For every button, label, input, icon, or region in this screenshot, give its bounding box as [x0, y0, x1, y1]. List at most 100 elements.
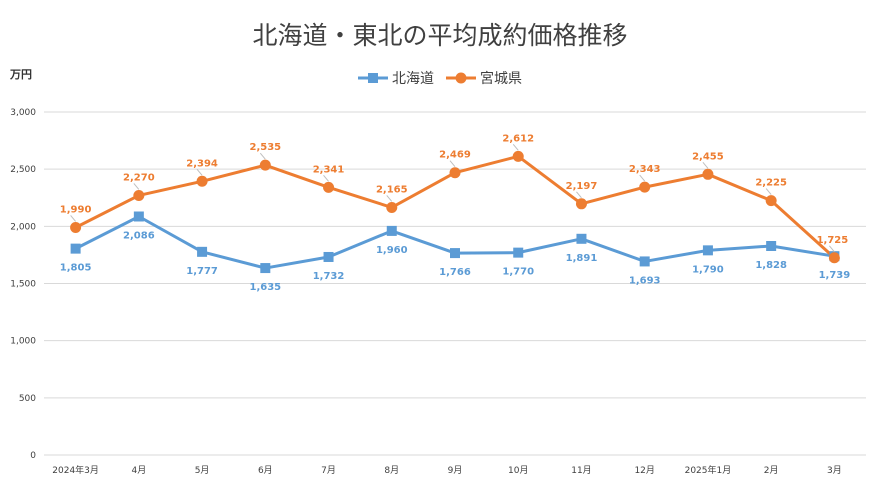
x-tick-label: 12月 — [634, 465, 654, 476]
legend-marker-miyagi — [456, 73, 467, 84]
data-label: 2,225 — [755, 178, 787, 189]
legend-item-hokkaido: 北海道 — [358, 71, 434, 87]
data-point — [387, 226, 397, 236]
y-tick-label: 3,000 — [10, 108, 36, 118]
data-label: 2,535 — [249, 142, 281, 153]
data-point — [639, 182, 650, 193]
leader-line — [324, 175, 329, 181]
data-label: 2,165 — [376, 184, 408, 195]
data-point — [134, 212, 144, 222]
x-tick-label: 7月 — [321, 465, 336, 476]
leader-line — [703, 162, 708, 168]
y-tick-label: 2,500 — [10, 165, 36, 175]
legend-item-miyagi: 宮城県 — [446, 71, 522, 87]
leader-line — [197, 169, 202, 175]
leader-line — [576, 192, 581, 198]
data-label: 1,990 — [60, 204, 92, 215]
leader-line — [450, 161, 455, 167]
data-point — [71, 244, 81, 254]
y-tick-label: 1,500 — [10, 280, 36, 290]
leader-line — [513, 144, 518, 150]
data-point — [197, 247, 207, 257]
legend-label-hokkaido: 北海道 — [392, 71, 434, 87]
leader-line — [134, 183, 139, 189]
data-labels: 1,805 2,086 1,777 1,635 1,732 1,960 1,766 1,770… — [60, 133, 850, 293]
data-label: 1,828 — [755, 260, 787, 271]
data-label: 2,270 — [123, 172, 155, 183]
x-tick-label: 4月 — [131, 465, 146, 476]
legend-marker-hokkaido — [368, 73, 378, 83]
data-point — [450, 248, 460, 258]
data-point — [766, 241, 776, 251]
data-label: 2,086 — [123, 231, 155, 242]
data-point — [323, 182, 334, 193]
data-point — [324, 252, 334, 262]
leader-line — [766, 189, 771, 195]
data-label: 1,790 — [692, 264, 724, 275]
x-tick-label: 8月 — [384, 465, 399, 476]
data-label: 2,455 — [692, 151, 724, 162]
data-point — [829, 252, 840, 263]
x-tick-label: 5月 — [195, 465, 210, 476]
y-tick-label: 0 — [30, 451, 36, 461]
y-tick-label: 500 — [19, 394, 36, 404]
leader-line — [260, 153, 265, 159]
data-point — [640, 256, 650, 266]
data-point — [260, 263, 270, 273]
data-label: 2,341 — [313, 164, 345, 175]
data-label: 1,635 — [249, 282, 281, 293]
leader-line — [71, 215, 76, 221]
data-point — [450, 167, 461, 178]
y-tick-label: 1,000 — [10, 337, 36, 347]
data-label: 2,343 — [629, 164, 661, 175]
data-label: 1,739 — [819, 270, 851, 281]
x-tick-label: 2月 — [764, 465, 779, 476]
data-point — [513, 248, 523, 258]
gridlines — [44, 112, 866, 455]
data-point — [197, 176, 208, 187]
leader-line — [829, 246, 834, 252]
data-label: 1,960 — [376, 245, 408, 256]
data-point — [513, 151, 524, 162]
data-label: 1,725 — [817, 235, 849, 246]
x-tick-label: 2024年3月 — [52, 464, 99, 476]
data-point — [702, 169, 713, 180]
data-label: 1,766 — [439, 267, 471, 278]
leader-line — [387, 195, 392, 201]
x-tick-label: 2025年1月 — [685, 464, 732, 476]
data-point — [70, 222, 81, 233]
x-tick-label: 10月 — [508, 465, 528, 476]
y-axis-ticks: 0 500 1,000 1,500 2,000 2,500 3,000 — [10, 108, 36, 461]
series-line — [76, 217, 835, 269]
data-label: 2,197 — [566, 181, 598, 192]
leader-line — [640, 175, 645, 181]
x-tick-label: 3月 — [827, 465, 842, 476]
chart-title: 北海道・東北の平均成約価格推移 — [252, 21, 627, 50]
data-label: 2,394 — [186, 158, 218, 169]
data-point — [386, 202, 397, 213]
data-label: 1,805 — [60, 263, 92, 274]
legend-label-miyagi: 宮城県 — [480, 71, 522, 87]
data-label: 1,891 — [566, 253, 598, 264]
legend: 北海道 宮城県 — [358, 71, 522, 87]
data-point — [260, 160, 271, 171]
x-axis-ticks: 2024年3月 4月 5月 6月 7月 8月 9月 10月 11月 12月 2025年1月 2月 3月 — [52, 464, 841, 476]
y-tick-label: 2,000 — [10, 222, 36, 232]
data-label: 1,732 — [313, 271, 345, 282]
x-tick-label: 9月 — [448, 465, 463, 476]
data-label: 2,469 — [439, 150, 471, 161]
y-axis-unit-label: 万円 — [9, 68, 32, 81]
data-point — [703, 245, 713, 255]
data-point — [766, 195, 777, 206]
data-point — [576, 198, 587, 209]
x-tick-label: 11月 — [571, 465, 591, 476]
data-point — [576, 234, 586, 244]
data-label: 1,777 — [186, 266, 218, 277]
data-label: 1,770 — [502, 267, 534, 278]
x-tick-label: 6月 — [258, 465, 273, 476]
data-label: 2,612 — [502, 133, 534, 144]
data-point — [133, 190, 144, 201]
data-label: 1,693 — [629, 275, 661, 286]
